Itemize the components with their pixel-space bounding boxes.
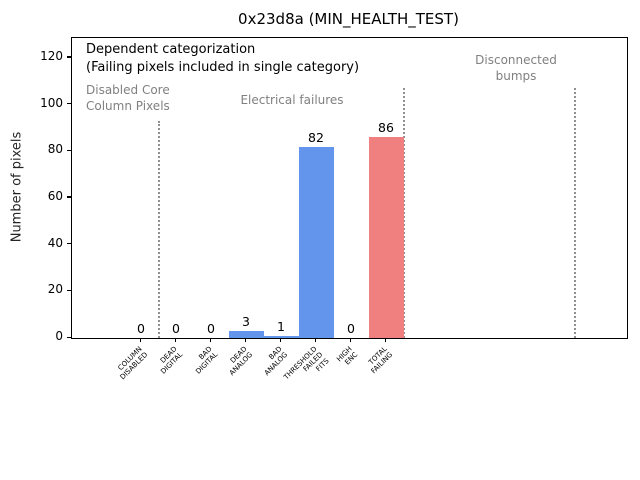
bar-value-label: 1 xyxy=(277,318,285,334)
y-tick-label: 20 xyxy=(47,282,63,297)
annotation-failing-note: (Failing pixels included in single categ… xyxy=(86,60,360,75)
annotation-disabled-core-line1: Disabled Core xyxy=(86,83,170,97)
y-tick-label: 0 xyxy=(55,329,63,343)
x-tick-mark xyxy=(244,338,246,342)
y-tick-label: 40 xyxy=(47,235,63,250)
y-tick-mark xyxy=(67,196,71,198)
annotation-electrical-failures: Electrical failures xyxy=(240,93,344,107)
x-tick-mark xyxy=(139,338,141,342)
x-tick-mark xyxy=(279,338,281,342)
y-tick-mark xyxy=(67,56,71,58)
bar-total-failing xyxy=(368,137,404,338)
bar-value-label: 0 xyxy=(137,321,145,336)
x-tick-mark xyxy=(349,338,351,342)
annotation-disabled-core-line2: Column Pixels xyxy=(86,98,170,113)
separator-line-0 xyxy=(157,120,160,338)
bar-value-label: 82 xyxy=(308,129,324,145)
y-tick-label: 120 xyxy=(40,48,63,63)
y-tick-mark xyxy=(67,289,71,291)
y-tick-label: 100 xyxy=(40,95,63,110)
bar-threshold-failed-fits xyxy=(298,146,334,338)
y-tick-mark xyxy=(67,103,71,105)
bar-value-label: 86 xyxy=(378,120,394,136)
separator-line-2 xyxy=(574,88,576,338)
annotation-disconnected-bumps: Disconnected bumps xyxy=(475,53,557,85)
y-tick-label: 60 xyxy=(47,188,63,203)
bar-value-label: 0 xyxy=(207,321,215,336)
bar-dead-analog xyxy=(228,331,264,338)
annotation-disabled-core-column-pixels: Disabled Core Column Pixels xyxy=(86,83,170,115)
annotation-dependent-categorization: Dependent categorization xyxy=(86,42,256,57)
bar-value-label: 0 xyxy=(172,321,180,336)
x-tick-mark xyxy=(314,338,316,342)
x-tick-mark xyxy=(174,338,176,342)
separator-line-1 xyxy=(402,88,405,338)
plot-area: Dependent categorization (Failing pixels… xyxy=(71,37,628,339)
bar-bad-analog xyxy=(263,335,299,338)
bar-value-label: 0 xyxy=(347,321,355,336)
y-tick-mark xyxy=(67,336,71,338)
y-tick-mark xyxy=(67,243,71,245)
annotation-disconnected-line1: Disconnected xyxy=(475,53,557,67)
x-tick-mark xyxy=(209,338,211,342)
x-tick-mark xyxy=(384,338,386,342)
annotation-disconnected-line2: bumps xyxy=(495,68,537,83)
bar-value-label: 3 xyxy=(242,313,250,329)
y-tick-mark xyxy=(67,149,71,151)
chart-title: 0x23d8a (MIN_HEALTH_TEST) xyxy=(238,10,459,28)
y-tick-label: 80 xyxy=(47,142,63,157)
